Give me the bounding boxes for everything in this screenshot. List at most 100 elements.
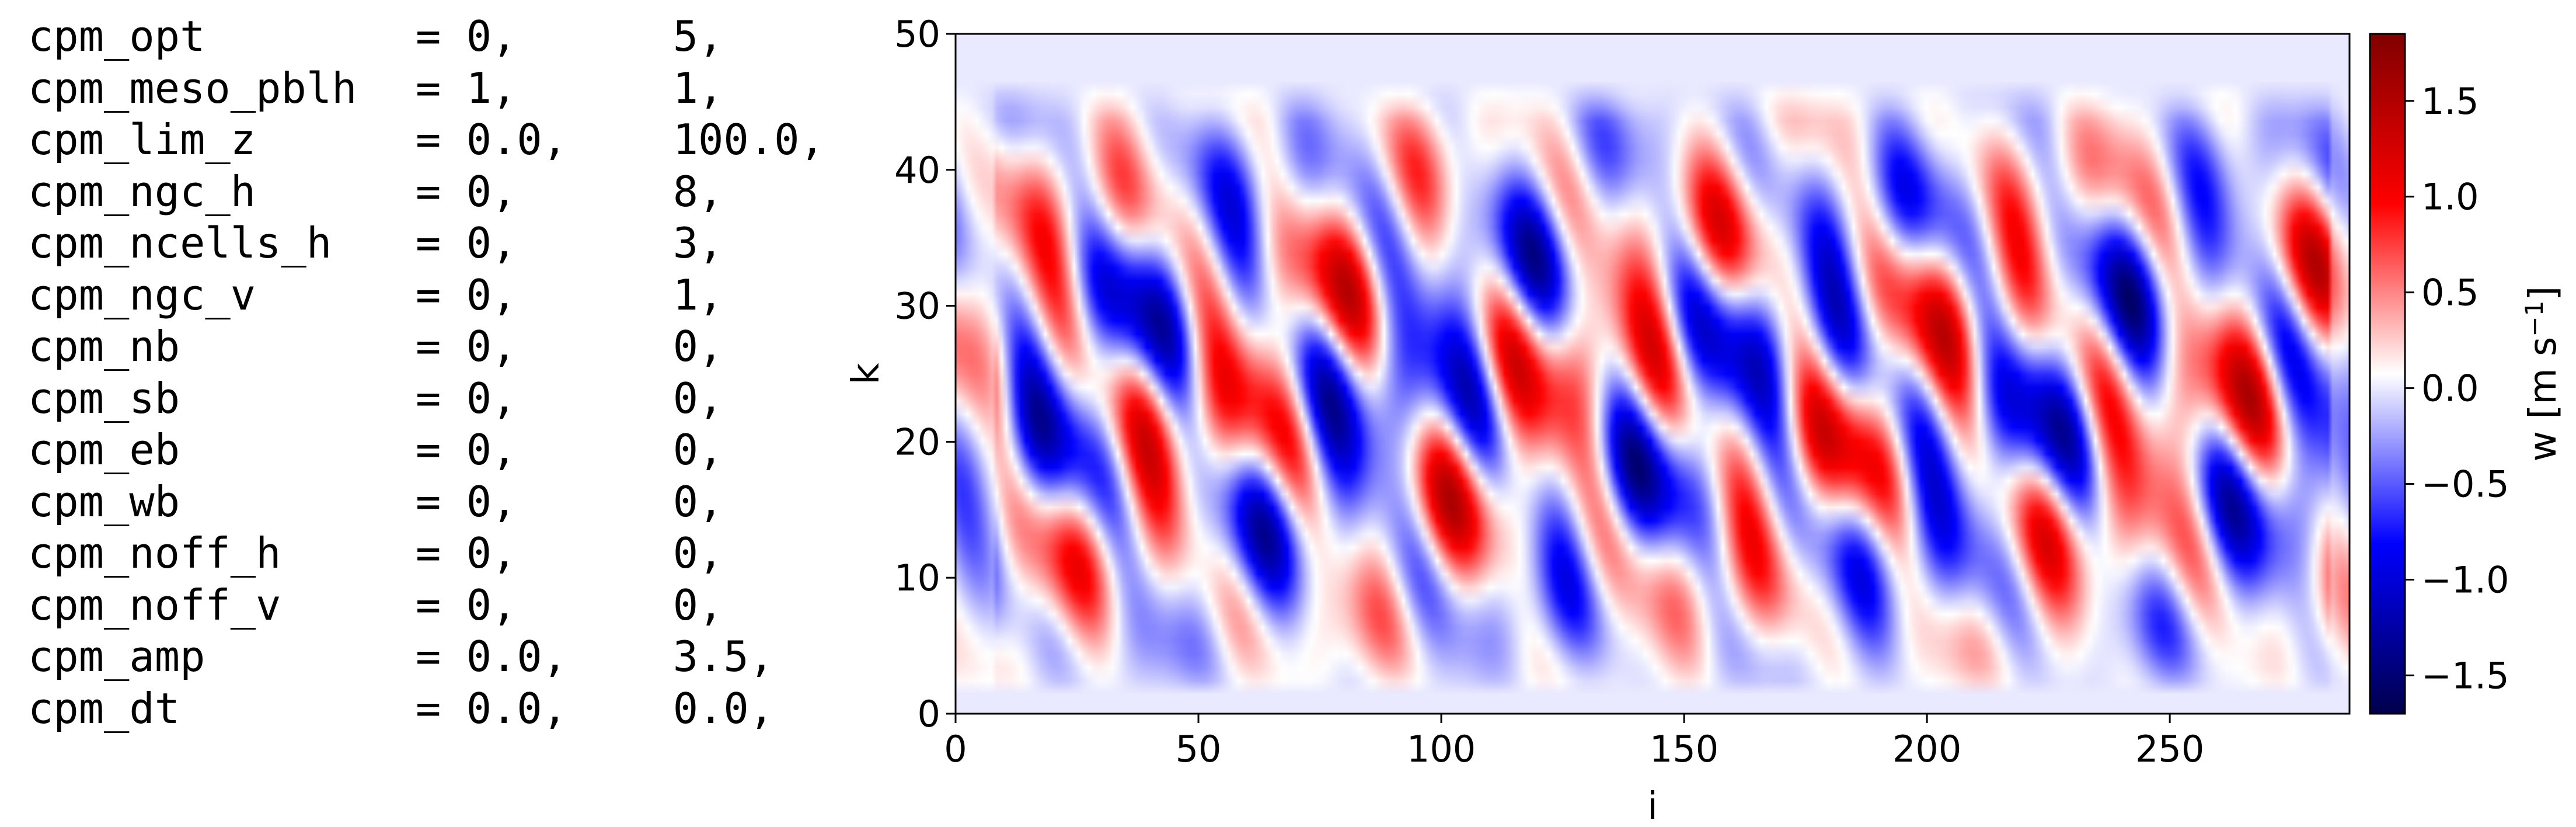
- y-axis-label: k: [845, 363, 888, 384]
- namelist-row: cpm_amp = 0.0, 3.5,: [28, 631, 825, 683]
- namelist-equals: =: [416, 632, 466, 681]
- namelist-row: cpm_ngc_v = 0, 1,: [28, 269, 825, 321]
- x-tick-label: 100: [1407, 728, 1476, 770]
- namelist-value-1: 0,: [466, 12, 517, 61]
- namelist-equals: =: [416, 270, 466, 319]
- namelist-row: cpm_opt = 0, 5,: [28, 11, 825, 62]
- namelist-value-2: 5,: [672, 12, 724, 61]
- namelist-value-1: 0,: [466, 425, 517, 474]
- x-tick-label: 250: [2135, 728, 2204, 770]
- colorbar-tick-label: 0.5: [2421, 272, 2479, 314]
- namelist-value-1: 0,: [466, 322, 517, 371]
- x-tick-label: 150: [1650, 728, 1719, 770]
- heatmap: [956, 34, 2350, 714]
- namelist-value-2: 8,: [672, 166, 724, 216]
- namelist-value-1: 0.0,: [466, 115, 568, 164]
- namelist-value-2: 0.0,: [672, 683, 775, 733]
- namelist-equals: =: [416, 683, 466, 733]
- namelist-key: cpm_noff_h: [28, 529, 281, 578]
- namelist-key: cpm_eb: [28, 425, 180, 474]
- namelist-key: cpm_sb: [28, 373, 180, 423]
- namelist-equals: =: [416, 63, 466, 113]
- namelist-key: cpm_noff_v: [28, 580, 281, 630]
- x-tick-label: 0: [944, 728, 967, 770]
- namelist-equals: =: [416, 373, 466, 423]
- namelist-row: cpm_noff_v = 0, 0,: [28, 579, 825, 631]
- namelist-row: cpm_lim_z = 0.0, 100.0,: [28, 114, 825, 166]
- x-tick-label: 50: [1176, 728, 1222, 770]
- namelist-value-2: 0,: [672, 580, 724, 630]
- x-axis-label: i: [1647, 785, 1658, 827]
- y-tick-label: 30: [894, 285, 940, 328]
- namelist-value-2: 0,: [672, 425, 724, 474]
- namelist-value-1: 0,: [466, 166, 517, 216]
- x-axis: 0 50 100 150 200 250: [944, 714, 2204, 770]
- namelist-equals: =: [416, 166, 466, 216]
- namelist-row: cpm_ngc_h = 0, 8,: [28, 166, 825, 218]
- namelist-value-1: 0,: [466, 218, 517, 267]
- y-tick-label: 50: [894, 13, 940, 55]
- y-tick-label: 10: [894, 557, 940, 599]
- namelist-key: cpm_ncells_h: [28, 218, 332, 267]
- namelist-key: cpm_nb: [28, 322, 180, 371]
- namelist-value-1: 0,: [466, 529, 517, 578]
- namelist-row: cpm_noff_h = 0, 0,: [28, 527, 825, 579]
- colorbar-tick-label: −0.5: [2421, 463, 2509, 506]
- namelist-equals: =: [416, 580, 466, 630]
- namelist-row: cpm_wb = 0, 0,: [28, 476, 825, 528]
- namelist-key: cpm_meso_pblh: [28, 63, 357, 113]
- namelist-equals: =: [416, 115, 466, 164]
- namelist-value-2: 0,: [672, 529, 724, 578]
- plot-frame: [954, 33, 2351, 715]
- colorbar: [2369, 33, 2406, 715]
- namelist-value-2: 1,: [672, 270, 724, 319]
- y-tick-label: 40: [894, 149, 940, 192]
- namelist-equals: =: [416, 218, 466, 267]
- namelist-key: cpm_opt: [28, 12, 205, 61]
- namelist-row: cpm_ncells_h = 0, 3,: [28, 217, 825, 269]
- namelist-value-2: 3.5,: [672, 632, 775, 681]
- namelist-value-1: 0.0,: [466, 632, 568, 681]
- namelist-value-1: 1,: [466, 63, 517, 113]
- namelist-row: cpm_sb = 0, 0,: [28, 373, 825, 425]
- namelist-value-2: 0,: [672, 477, 724, 526]
- colorbar-tick-label: 0.0: [2421, 367, 2479, 410]
- namelist-key: cpm_ngc_v: [28, 270, 256, 319]
- namelist-key: cpm_wb: [28, 477, 180, 526]
- y-axis: 0 10 20 30 40 50: [894, 13, 956, 735]
- namelist-key: cpm_ngc_h: [28, 166, 256, 216]
- namelist-row: cpm_eb = 0, 0,: [28, 424, 825, 476]
- namelist-value-2: 0,: [672, 373, 724, 423]
- colorbar-tick-label: −1.5: [2421, 654, 2509, 697]
- namelist-equals: =: [416, 322, 466, 371]
- colorbar-label: w [m s−1]: [2520, 286, 2565, 462]
- namelist-row: cpm_dt = 0.0, 0.0,: [28, 683, 825, 735]
- namelist-value-2: 0,: [672, 322, 724, 371]
- namelist-value-1: 0,: [466, 477, 517, 526]
- namelist-value-1: 0,: [466, 580, 517, 630]
- namelist-row: cpm_meso_pblh = 1, 1,: [28, 62, 825, 114]
- colorbar-tick-label: 1.5: [2421, 80, 2479, 123]
- namelist-value-2: 1,: [672, 63, 724, 113]
- namelist-value-1: 0,: [466, 270, 517, 319]
- namelist-key: cpm_dt: [28, 683, 180, 733]
- namelist-value-1: 0.0,: [466, 683, 568, 733]
- colorbar-tick-label: −1.0: [2421, 558, 2509, 601]
- heatmap-image: [956, 34, 2350, 714]
- namelist-value-2: 3,: [672, 218, 724, 267]
- y-tick-label: 20: [894, 421, 940, 463]
- colorbar-axis: −1.5 −1.0 −0.5 0.0 0.5 1.0 1.5: [2405, 80, 2509, 697]
- x-tick-label: 200: [1892, 728, 1961, 770]
- y-tick-label: 0: [918, 693, 940, 735]
- colorbar-tick-label: 1.0: [2421, 176, 2479, 218]
- namelist-key: cpm_lim_z: [28, 115, 256, 164]
- namelist-value-1: 0,: [466, 373, 517, 423]
- namelist-row: cpm_nb = 0, 0,: [28, 321, 825, 373]
- namelist-equals: =: [416, 477, 466, 526]
- namelist-key: cpm_amp: [28, 632, 205, 681]
- namelist-text: cpm_opt = 0, 5, cpm_meso_pblh = 1, 1, cpm_lim_…: [28, 11, 825, 734]
- namelist-equals: =: [416, 12, 466, 61]
- namelist-value-2: 100.0,: [672, 115, 825, 164]
- namelist-equals: =: [416, 529, 466, 578]
